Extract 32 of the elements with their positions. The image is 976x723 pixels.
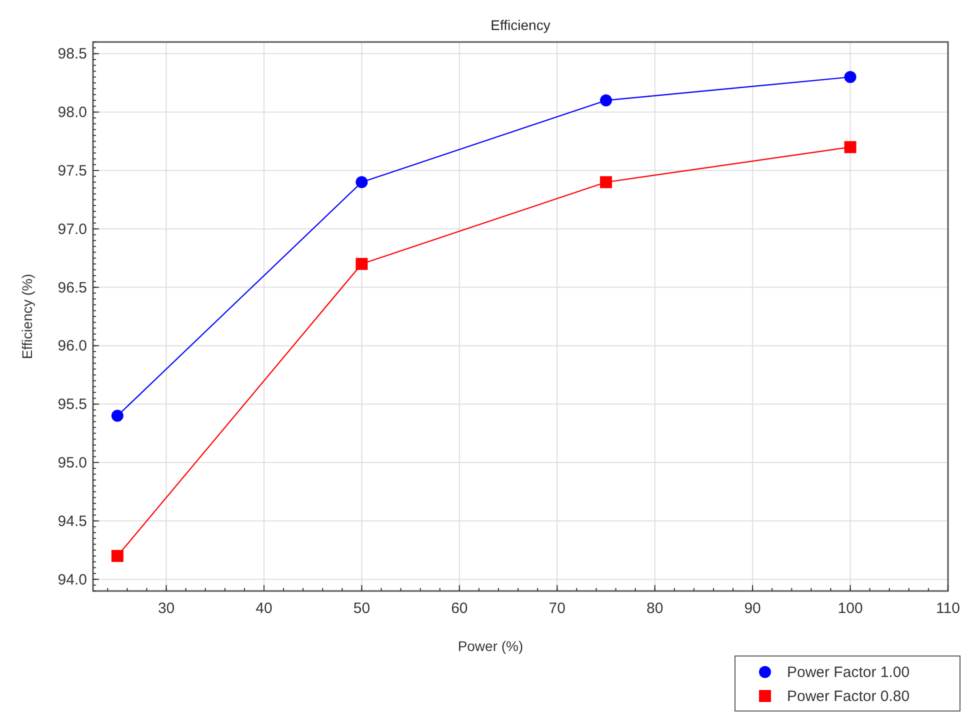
- y-tick-label: 95.5: [58, 396, 87, 414]
- legend-label: Power Factor 0.80: [787, 688, 910, 705]
- point: [844, 141, 856, 154]
- y-tick-label: 98.0: [58, 104, 87, 122]
- chart-title: Efficiency: [490, 17, 550, 33]
- legend-label: Power Factor 1.00: [787, 664, 910, 681]
- y-tick-label: 94.5: [58, 512, 87, 530]
- point: [600, 94, 612, 106]
- y-tick-label: 97.0: [58, 220, 87, 238]
- point: [356, 258, 368, 270]
- x-tick-label: 110: [936, 600, 960, 617]
- x-axis-title: Power (%): [458, 638, 524, 654]
- x-tick-label: 80: [646, 600, 664, 617]
- y-axis-title: Efficiency (%): [19, 274, 35, 360]
- x-tick-label: 90: [744, 600, 761, 617]
- x-tick-label: 50: [353, 600, 370, 617]
- x-tick-label: 100: [838, 600, 863, 617]
- x-tick-label: 70: [548, 600, 566, 617]
- y-tick-label: 97.5: [58, 162, 87, 180]
- y-tick-label: 95.0: [58, 454, 87, 472]
- point: [844, 71, 856, 84]
- x-tick-label: 40: [256, 600, 272, 617]
- point: [356, 176, 368, 188]
- point: [111, 550, 124, 562]
- y-tick-label: 98.5: [58, 46, 87, 63]
- point: [600, 176, 612, 188]
- y-tick-label: 94.0: [58, 571, 87, 588]
- point: [111, 410, 124, 422]
- x-tick-label: 30: [158, 600, 175, 617]
- y-tick-label: 96.0: [58, 338, 87, 355]
- x-tick-label: 60: [451, 600, 468, 617]
- y-tick-label: 96.5: [58, 279, 87, 296]
